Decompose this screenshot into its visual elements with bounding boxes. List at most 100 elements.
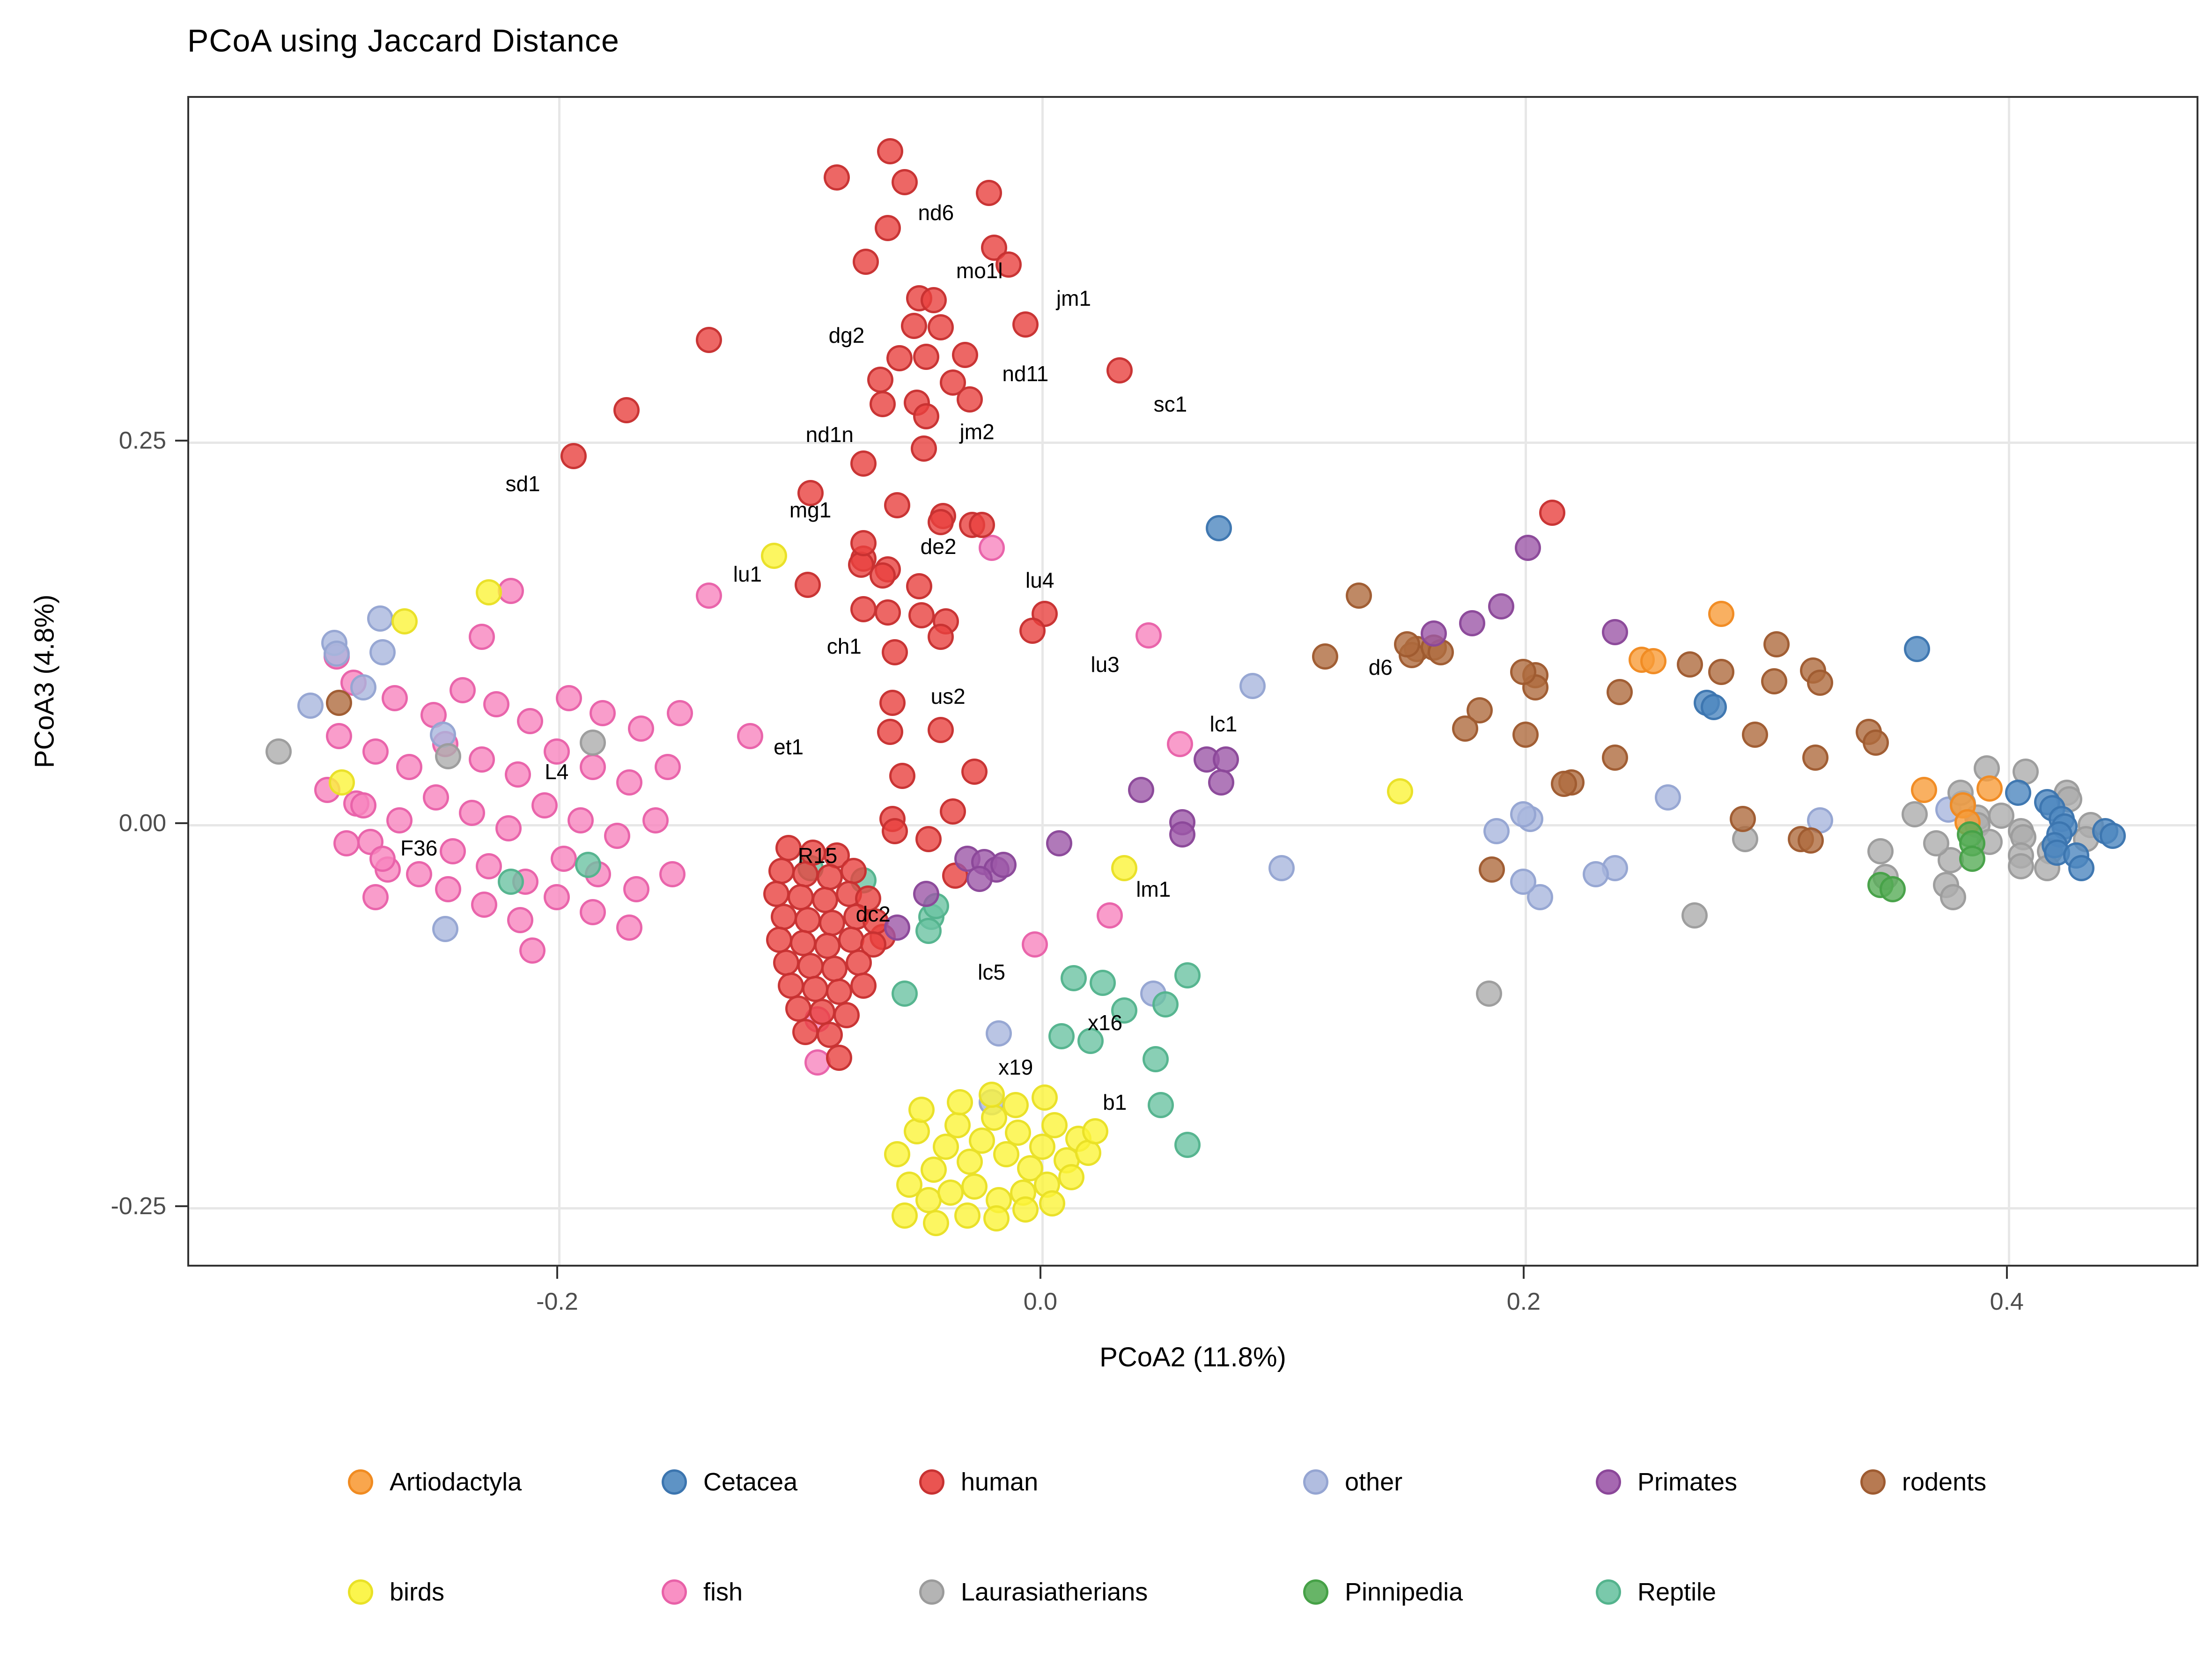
- data-point-Reptile: [1048, 1023, 1075, 1050]
- point-label-b1: b1: [1103, 1090, 1127, 1114]
- data-point-Primates: [1459, 610, 1486, 636]
- data-point-Reptile: [1060, 965, 1087, 992]
- data-point-human: [766, 927, 792, 953]
- data-point-human: [845, 950, 872, 976]
- data-point-fish: [350, 792, 377, 818]
- data-point-other: [986, 1020, 1012, 1047]
- y-tick-label--0.25: -0.25: [111, 1192, 166, 1220]
- data-point-human: [778, 973, 804, 999]
- point-label-F36: F36: [400, 836, 438, 861]
- data-point-human: [613, 397, 640, 423]
- data-point-other: [367, 605, 394, 632]
- point-label-mo1l: mo1l: [956, 258, 1003, 283]
- point-label-lc1: lc1: [1209, 712, 1238, 737]
- data-point-Artiodactyla: [1708, 600, 1734, 627]
- point-label-d6: d6: [1368, 655, 1393, 680]
- data-point-birds: [954, 1202, 981, 1229]
- point-label-mg1: mg1: [789, 497, 832, 522]
- legend-key-birds-icon: [348, 1579, 373, 1605]
- data-point-fish: [468, 623, 495, 650]
- data-point-human: [874, 599, 901, 626]
- data-point-Laurasiatherians: [1476, 980, 1503, 1007]
- data-point-Primates: [1213, 746, 1239, 773]
- data-point-human: [763, 881, 790, 907]
- point-label-sd1: sd1: [505, 471, 540, 496]
- data-point-human: [920, 287, 947, 313]
- data-point-rodents: [1512, 722, 1539, 748]
- data-point-fish: [628, 715, 655, 742]
- data-point-human: [797, 479, 824, 506]
- data-point-Cetacea: [2005, 780, 2032, 806]
- data-point-human: [816, 1022, 843, 1048]
- data-point-fish: [580, 753, 606, 780]
- data-point-human: [879, 689, 906, 716]
- data-point-human: [795, 907, 821, 933]
- data-point-fish: [471, 892, 497, 918]
- point-label-et1: et1: [774, 735, 804, 759]
- data-point-fish: [396, 753, 423, 780]
- gridline-x-0.0: [1041, 98, 1044, 1265]
- data-point-fish: [978, 535, 1005, 561]
- data-point-birds: [1111, 855, 1138, 881]
- data-point-Primates: [1515, 535, 1541, 561]
- data-point-birds: [391, 608, 418, 635]
- point-label-lm1: lm1: [1136, 877, 1171, 902]
- data-point-birds: [961, 1173, 988, 1200]
- data-point-fish: [1135, 622, 1162, 649]
- data-point-Reptile: [1174, 962, 1201, 988]
- y-tick-mark: [175, 1205, 187, 1207]
- data-point-human: [886, 345, 913, 371]
- data-point-human: [1019, 617, 1046, 644]
- data-point-other: [1268, 855, 1295, 881]
- legend-label-birds: birds: [390, 1578, 445, 1606]
- gridline-y-0.25: [189, 441, 2197, 444]
- data-point-fish: [435, 876, 461, 903]
- data-point-birds: [1058, 1164, 1084, 1191]
- legend-key-other-icon: [1303, 1469, 1328, 1495]
- data-point-birds: [908, 1097, 935, 1123]
- data-point-fish: [517, 708, 544, 734]
- data-point-human: [1106, 357, 1133, 383]
- data-point-Primates: [913, 881, 940, 907]
- data-point-rodents: [1708, 659, 1734, 686]
- data-point-human: [911, 435, 937, 462]
- data-point-fish: [531, 792, 558, 818]
- point-label-nd1n: nd1n: [805, 422, 854, 447]
- point-label-de2: de2: [920, 534, 957, 559]
- data-point-Cetacea: [1903, 636, 1930, 663]
- data-point-Laurasiatherians: [265, 738, 292, 765]
- data-point-fish: [519, 937, 546, 964]
- data-point-human: [884, 492, 911, 518]
- data-point-rodents: [1345, 582, 1372, 609]
- data-point-Reptile: [1111, 997, 1138, 1024]
- data-point-human: [785, 995, 811, 1022]
- x-tick-mark: [1039, 1267, 1041, 1279]
- data-point-Reptile: [1152, 991, 1179, 1018]
- data-point-human: [850, 596, 877, 623]
- legend-key-human-icon: [919, 1469, 944, 1495]
- data-point-Cetacea: [2099, 822, 2126, 849]
- data-point-human: [957, 386, 983, 413]
- data-point-fish: [1022, 931, 1048, 958]
- data-point-fish: [362, 738, 389, 765]
- data-point-human: [833, 1002, 860, 1028]
- legend-label-human: human: [961, 1468, 1039, 1496]
- data-point-Laurasiatherians: [1681, 902, 1708, 929]
- y-tick-mark: [175, 439, 187, 442]
- data-point-fish: [476, 853, 502, 880]
- x-tick-label-0.4: 0.4: [1990, 1288, 2024, 1315]
- data-point-Reptile: [1174, 1132, 1201, 1158]
- data-point-other: [1510, 869, 1536, 895]
- data-point-human: [1012, 311, 1039, 338]
- data-point-Laurasiatherians: [580, 729, 606, 756]
- data-point-fish: [439, 838, 466, 864]
- data-point-fish: [616, 914, 642, 941]
- point-label-jm2: jm2: [959, 419, 995, 444]
- data-point-Primates: [1488, 593, 1515, 619]
- data-point-fish: [642, 807, 669, 834]
- point-label-L4: L4: [545, 759, 569, 784]
- data-point-fish: [580, 899, 606, 926]
- data-point-rodents: [1761, 668, 1788, 694]
- data-point-fish: [543, 884, 570, 910]
- data-point-human: [995, 251, 1022, 278]
